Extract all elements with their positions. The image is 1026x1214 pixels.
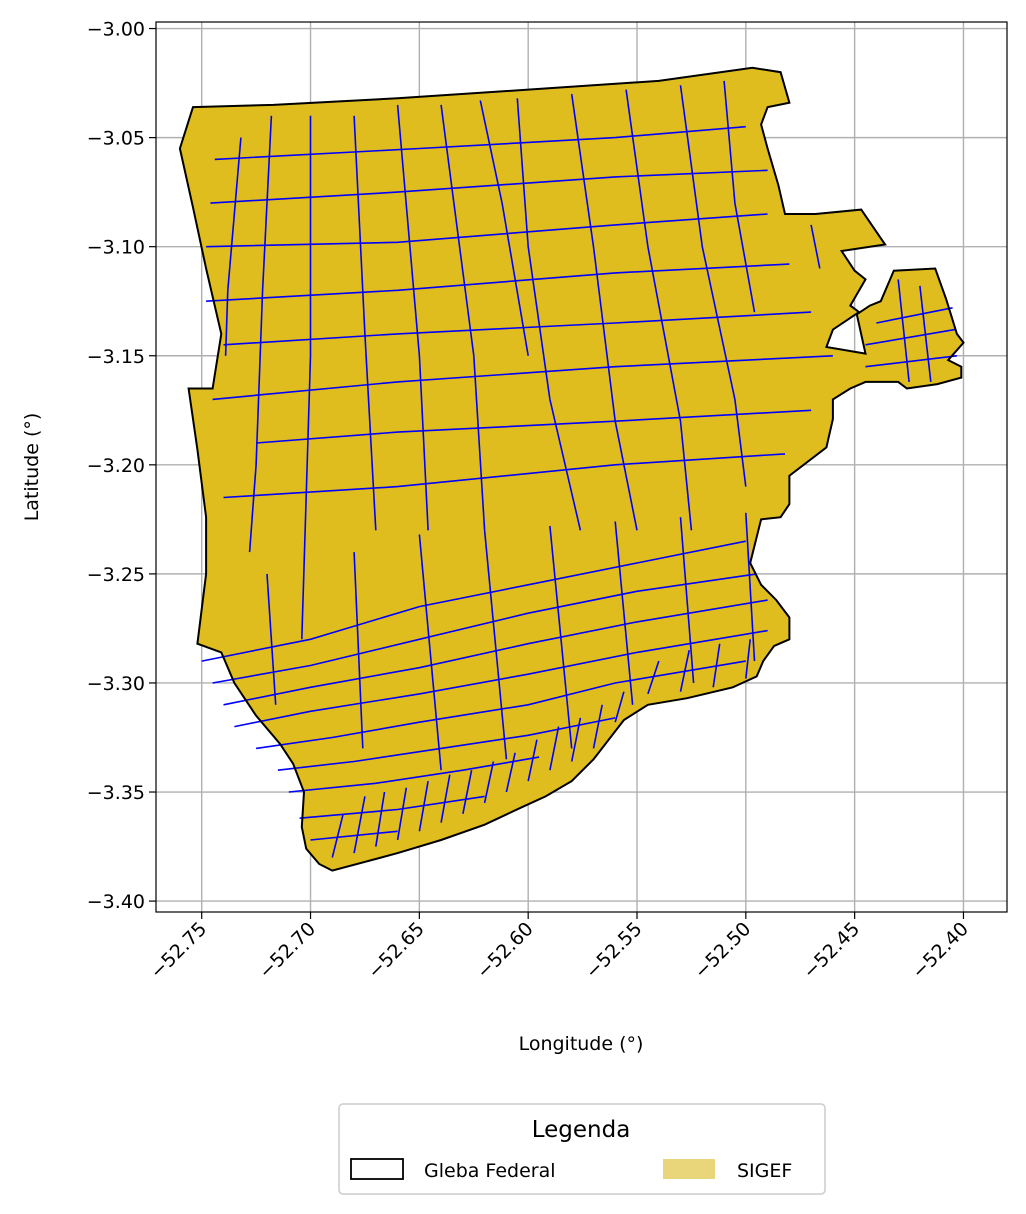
parcel-boundary-line [745,639,751,679]
parcel-boundary-line [331,813,344,858]
parcel-boundary-line [210,169,768,204]
parcel-boundary-line [479,100,529,356]
parcel-boundary-line [353,115,377,531]
parcel-boundary-line [277,717,616,771]
plot-frame [155,21,1008,913]
parcel-boundary-line [353,552,364,749]
parcel-boundary-line [301,115,312,640]
parcel-boundary-line [592,704,603,749]
legend-swatch-sigef [663,1159,715,1179]
map-layers [178,66,965,872]
parcel-boundary-line [723,80,756,313]
parcel-boundary-line [625,89,693,531]
parcel-boundary-line [299,795,485,819]
y-tick-label: −3.20 [87,455,145,477]
y-tick-label: −3.35 [87,782,145,804]
parcel-boundary-line [505,752,516,793]
parcel-boundary-line [876,307,953,324]
y-tick-label: −3.00 [87,19,145,41]
parcel-boundary-line [418,534,442,771]
parcel-boundary-line [310,830,398,841]
parcel-boundary-line [865,355,957,368]
parcel-boundary-line [483,530,508,760]
parcel-boundary-line [375,791,386,847]
parcel-boundary-line [679,85,747,487]
parcel-boundary-line [396,104,429,531]
parcel-boundary-line [647,660,660,695]
parcel-boundary-line [570,717,582,762]
legend-title: Legenda [532,1117,631,1143]
y-tick-label: −3.40 [87,891,145,913]
parcel-boundary-line [223,599,768,706]
parcel-boundary-line [614,521,634,705]
parcel-boundary-line [212,355,833,401]
y-tick-label: −3.05 [87,128,145,150]
parcel-boundary-line [712,643,721,688]
sigef-parcel-lines [201,80,957,858]
parcel-boundary-line [516,98,582,531]
parcel-boundary-line [206,213,768,248]
parcel-boundary-line [570,93,638,531]
legend-swatch-gleba-federal [350,1158,404,1180]
parcel-boundary-line [418,780,429,832]
parcel-boundary-line [288,756,540,793]
parcel-boundary-line [745,512,756,662]
parcel-boundary-line [353,796,366,854]
parcel-boundary-line [810,224,821,269]
legend: Legenda Gleba Federal SIGEF [338,1103,826,1195]
parcel-boundary-line [483,761,495,804]
parcel-boundary-line [897,279,910,382]
parcel-boundary-line [396,787,408,841]
parcel-boundary-line [212,573,757,684]
legend-label-gleba-federal: Gleba Federal [424,1160,556,1182]
parcel-boundary-line [679,517,695,684]
parcel-boundary-line [223,311,812,346]
parcel-boundary-line [462,770,473,814]
parcel-boundary-line [440,774,451,823]
parcel-boundary-line [256,409,812,444]
parcel-boundary-line [206,263,790,302]
parcel-boundary-line [255,660,746,750]
y-tick-label: −3.30 [87,673,145,695]
legend-label-sigef: SIGEF [737,1160,792,1182]
parcel-boundary-line [224,137,242,356]
parcel-boundary-line [201,540,746,662]
parcel-boundary-line [614,691,625,723]
parcel-boundary-line [234,629,768,728]
parcel-boundary-line [679,650,690,692]
parcel-boundary-line [549,525,573,749]
y-tick-label: −3.25 [87,564,145,586]
parcel-boundary-line [223,453,786,499]
parcel-boundary-line [865,328,955,346]
parcel-boundary-line [527,739,538,782]
parcel-boundary-line [248,115,273,553]
parcel-boundary-line [549,726,560,771]
parcel-boundary-line [266,573,277,705]
parcel-boundary-line [919,285,932,382]
x-axis-label: Longitude (°) [519,1033,644,1055]
y-axis-label: Latitude (°) [21,413,43,522]
parcel-boundary-line [214,125,746,161]
gleba-federal-outline [178,66,965,872]
y-tick-label: −3.15 [87,346,145,368]
y-axis-ticks: −3.00 −3.05 −3.10 −3.15 −3.20 −3.25 −3.30 −3.35… [87,19,156,913]
y-tick-label: −3.10 [87,237,145,259]
